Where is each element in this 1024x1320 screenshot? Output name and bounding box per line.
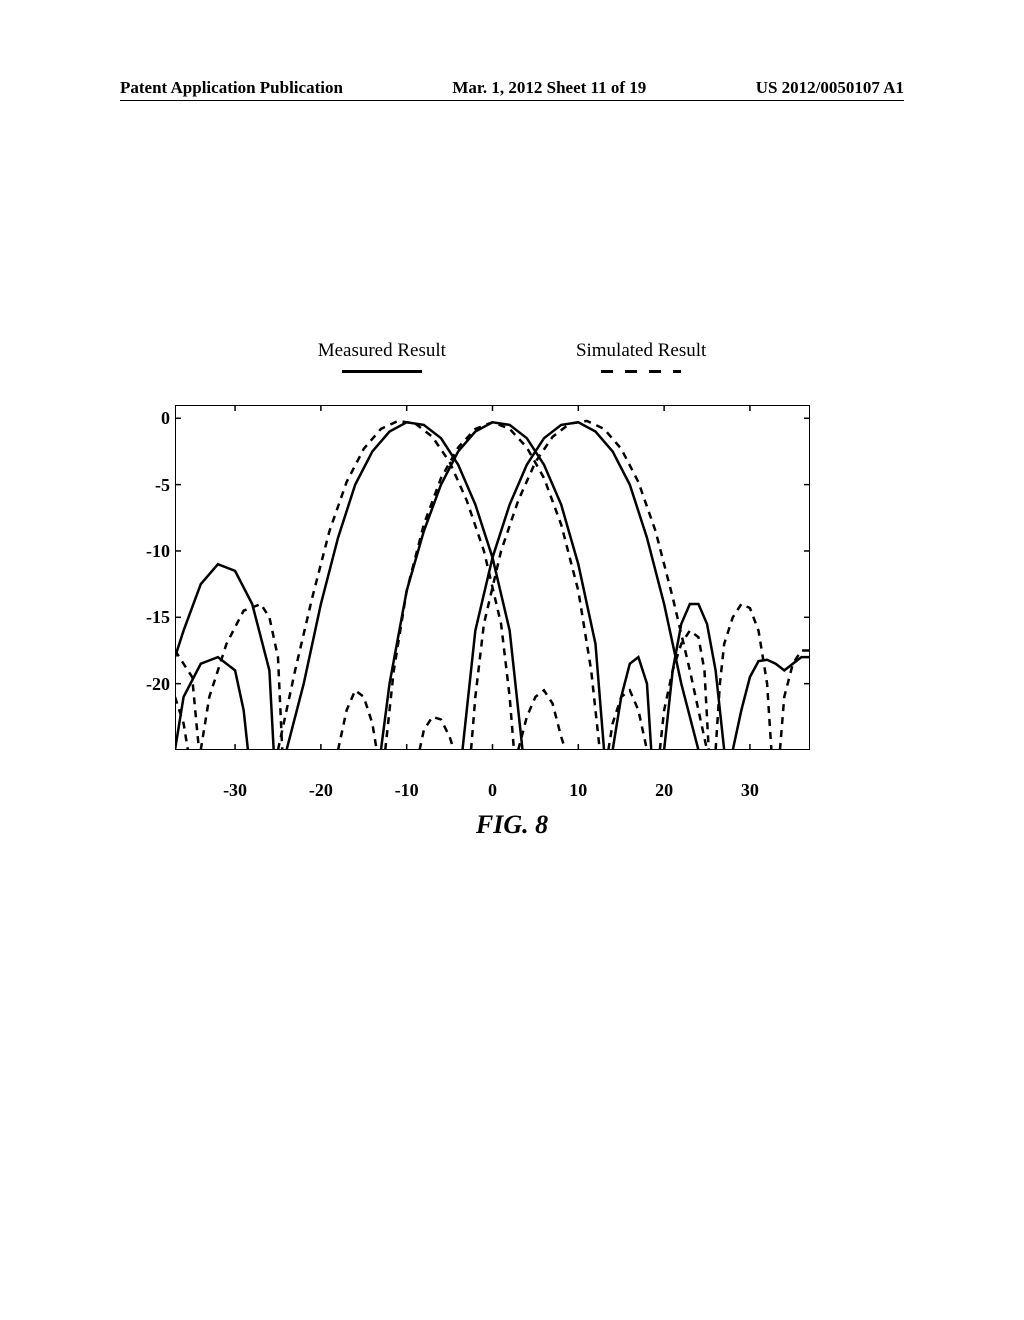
header-left: Patent Application Publication bbox=[120, 78, 343, 98]
legend-label-measured: Measured Result bbox=[318, 340, 446, 362]
legend-label-simulated: Simulated Result bbox=[576, 340, 706, 362]
x-tick-label: -30 bbox=[223, 780, 247, 801]
y-tick-label: -10 bbox=[125, 541, 170, 562]
legend-line-dashed bbox=[601, 370, 681, 373]
header-center: Mar. 1, 2012 Sheet 11 of 19 bbox=[452, 78, 646, 98]
header-divider bbox=[120, 100, 904, 101]
chart-container: 0-5-10-15-20 -30-20-100102030 bbox=[175, 405, 810, 750]
y-tick-label: 0 bbox=[125, 408, 170, 429]
x-tick-label: 20 bbox=[655, 780, 673, 801]
chart-legend: Measured Result Simulated Result bbox=[0, 340, 1024, 373]
y-tick-label: -5 bbox=[125, 475, 170, 496]
y-tick-label: -15 bbox=[125, 607, 170, 628]
legend-item-measured: Measured Result bbox=[318, 340, 446, 373]
x-tick-label: -20 bbox=[309, 780, 333, 801]
x-tick-label: 30 bbox=[741, 780, 759, 801]
x-tick-label: 0 bbox=[488, 780, 497, 801]
legend-line-solid bbox=[342, 370, 422, 373]
header-right: US 2012/0050107 A1 bbox=[756, 78, 904, 98]
page-header: Patent Application Publication Mar. 1, 2… bbox=[0, 78, 1024, 98]
figure-caption: FIG. 8 bbox=[0, 810, 1024, 840]
chart-svg bbox=[175, 405, 810, 750]
x-tick-label: 10 bbox=[569, 780, 587, 801]
y-tick-label: -20 bbox=[125, 674, 170, 695]
x-tick-label: -10 bbox=[395, 780, 419, 801]
legend-item-simulated: Simulated Result bbox=[576, 340, 706, 373]
